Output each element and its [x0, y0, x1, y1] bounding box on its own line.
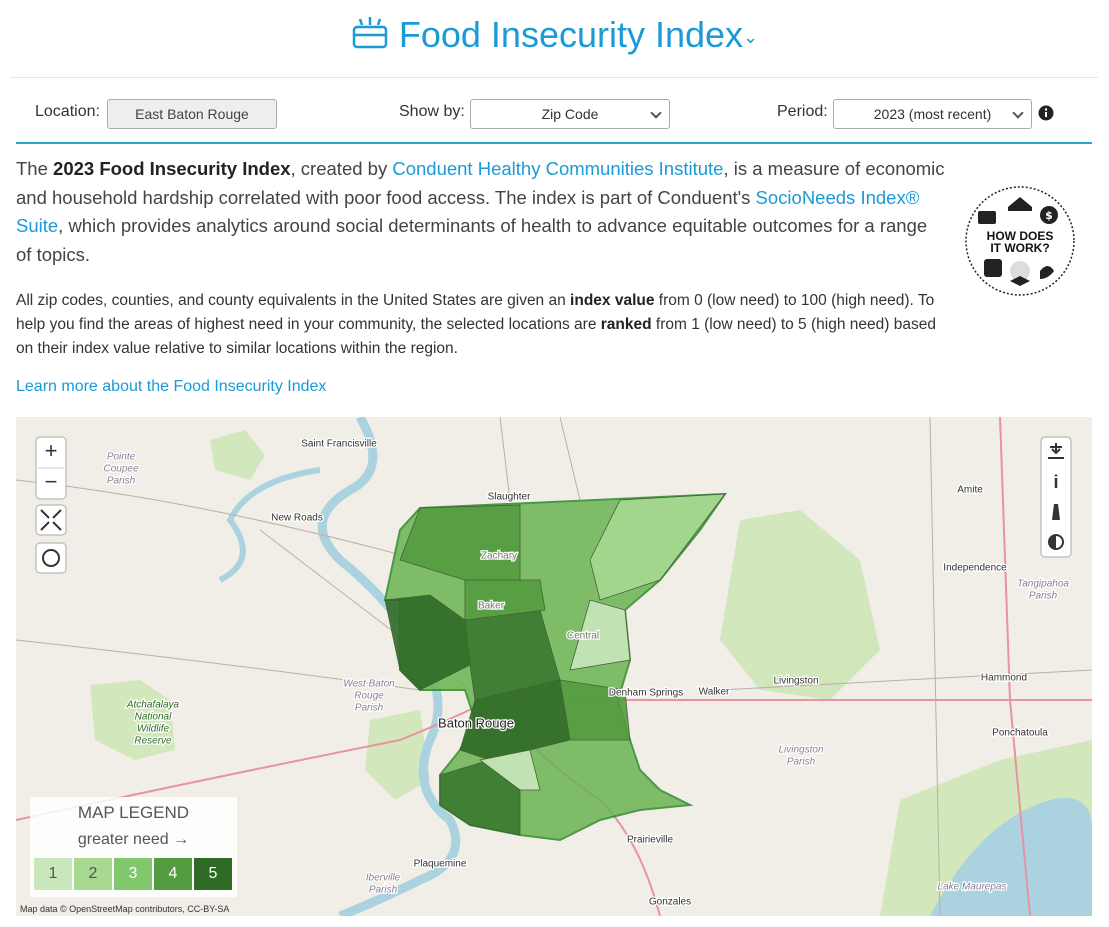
- page-title[interactable]: Food Insecurity Index⌄: [0, 14, 1109, 56]
- title-caret: ⌄: [743, 27, 759, 47]
- place-label: Slaughter: [488, 492, 531, 503]
- place-label: Parish: [1029, 591, 1058, 602]
- place-label: New Roads: [271, 513, 323, 524]
- show-by-select[interactable]: Zip Code: [470, 99, 670, 129]
- legend-subtitle-text: greater need: [77, 831, 169, 848]
- show-by-label: Show by:: [399, 103, 465, 120]
- place-label: Zachary: [481, 551, 517, 562]
- legend-rank: 4: [154, 858, 192, 890]
- description-text: from 0 (low need) to 100 (high need). To…: [16, 292, 935, 333]
- title-text: Food Insecurity Index: [398, 14, 744, 55]
- road-button[interactable]: [1052, 504, 1060, 520]
- intro-text: , which provides analytics around social…: [16, 215, 928, 265]
- locate-button[interactable]: [35, 542, 67, 574]
- place-label: Rouge: [354, 691, 384, 702]
- locate-icon: [42, 549, 60, 567]
- legend-title: MAP LEGEND: [77, 803, 190, 822]
- divider: [10, 77, 1098, 78]
- place-label: Ponchatoula: [992, 728, 1048, 739]
- place-label: Livingston: [778, 745, 823, 756]
- intro-text: , created by: [290, 158, 393, 179]
- zoom-in[interactable]: +: [45, 438, 58, 463]
- period-value: 2023 (most recent): [873, 106, 992, 122]
- period-label: Period:: [777, 103, 828, 120]
- place-label: Prairieville: [627, 835, 674, 846]
- badge-text: IT WORK?: [990, 241, 1049, 255]
- description-bold: index value: [570, 292, 655, 309]
- intro-bold: 2023 Food Insecurity Index: [53, 158, 291, 179]
- place-label: Pointe: [107, 452, 136, 463]
- place-label: Reserve: [134, 736, 172, 747]
- legend-rank: 5: [194, 858, 232, 890]
- place-label: Central: [567, 631, 599, 642]
- place-label: Independence: [943, 563, 1007, 574]
- how-it-works-badge[interactable]: $ HOW DOES IT WORK?: [964, 185, 1076, 297]
- place-label: Walker: [699, 687, 730, 698]
- place-label: Parish: [369, 885, 398, 896]
- place-label: West Baton: [343, 679, 395, 690]
- divider: [16, 142, 1092, 144]
- place-label: Coupee: [103, 464, 138, 475]
- oxbow-lake: [218, 467, 321, 583]
- legend-subtitle: greater need →: [77, 831, 190, 848]
- place-label: Lake Maurepas: [938, 882, 1007, 893]
- download-button[interactable]: [1048, 443, 1064, 459]
- description-text: All zip codes, counties, and county equi…: [16, 292, 571, 309]
- location-field[interactable]: East Baton Rouge: [107, 99, 277, 129]
- zoom-out[interactable]: −: [45, 469, 58, 494]
- legend-rank: 2: [74, 858, 112, 890]
- place-label: Denham Springs: [609, 688, 683, 699]
- title-icon: [352, 17, 388, 49]
- place-label: Hammond: [981, 673, 1027, 684]
- place-label: Plaquemine: [414, 859, 467, 870]
- legend-rank: 1: [34, 858, 72, 890]
- place-label: Atchafalaya: [126, 700, 180, 711]
- description-paragraph: All zip codes, counties, and county equi…: [16, 289, 1094, 361]
- park-areas: [90, 430, 1092, 916]
- map-tools: i: [1040, 436, 1072, 558]
- map[interactable]: Saint FrancisvillePointeCoupeeParishNew …: [16, 417, 1092, 916]
- place-label: Parish: [107, 476, 136, 487]
- place-label: Tangipahoa: [1017, 579, 1069, 590]
- contrast-icon: [1049, 535, 1056, 549]
- fullscreen-icon: [40, 509, 62, 531]
- place-label: Amite: [957, 485, 983, 496]
- place-label: Parish: [787, 757, 816, 768]
- description-bold: ranked: [600, 316, 652, 333]
- badge-text: HOW DOES: [987, 229, 1054, 243]
- place-labels: Saint FrancisvillePointeCoupeeParishNew …: [102, 437, 1070, 909]
- place-label: National: [135, 712, 172, 723]
- intro-paragraph: The 2023 Food Insecurity Index, created …: [16, 155, 946, 269]
- location-label: Location:: [35, 103, 100, 120]
- place-label: Wildlife: [137, 724, 170, 735]
- zoom-controls: + −: [35, 436, 67, 574]
- place-label: Baker: [478, 601, 505, 612]
- tools-box: [1040, 436, 1072, 558]
- place-label: Parish: [355, 703, 384, 714]
- svg-text:$: $: [1045, 209, 1053, 222]
- legend-rank: 3: [114, 858, 152, 890]
- intro-link[interactable]: SocioNeeds Index® Suite: [16, 186, 920, 237]
- place-label: Saint Francisville: [301, 439, 377, 450]
- learn-more-link[interactable]: Learn more about the Food Insecurity Ind…: [16, 378, 327, 395]
- place-label: Baton Rouge: [438, 715, 514, 730]
- place-label: Gonzales: [649, 897, 691, 908]
- zip-regions: [384, 493, 726, 836]
- fullscreen-button[interactable]: [35, 504, 67, 536]
- intro-link[interactable]: Conduent Healthy Communities Institute: [392, 158, 724, 179]
- show-by-value: Zip Code: [541, 106, 599, 122]
- intro-text: The: [16, 158, 54, 179]
- period-select[interactable]: 2023 (most recent): [833, 99, 1032, 129]
- place-label: Livingston: [773, 676, 818, 687]
- place-label: Iberville: [366, 873, 401, 884]
- map-attribution: Map data © OpenStreetMap contributors, C…: [20, 904, 230, 914]
- description-text: from 1 (low need) to 5 (high need) based…: [16, 316, 936, 357]
- info-icon[interactable]: [1038, 105, 1054, 121]
- info-button[interactable]: i: [1053, 472, 1058, 492]
- intro-text: , is a measure of economic and household…: [16, 158, 945, 208]
- lake: [930, 798, 1092, 916]
